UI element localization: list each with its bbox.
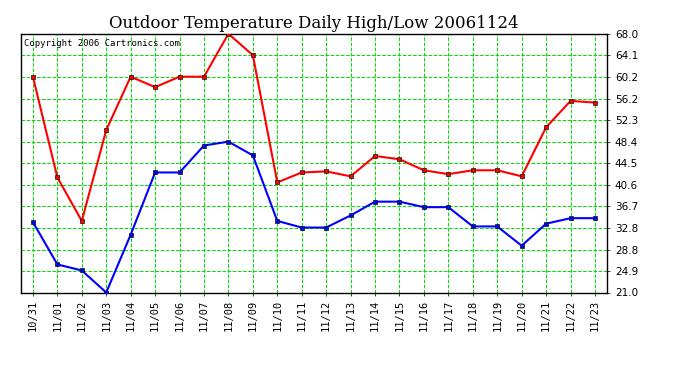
Title: Outdoor Temperature Daily High/Low 20061124: Outdoor Temperature Daily High/Low 20061… xyxy=(109,15,519,32)
Text: Copyright 2006 Cartronics.com: Copyright 2006 Cartronics.com xyxy=(23,39,179,48)
